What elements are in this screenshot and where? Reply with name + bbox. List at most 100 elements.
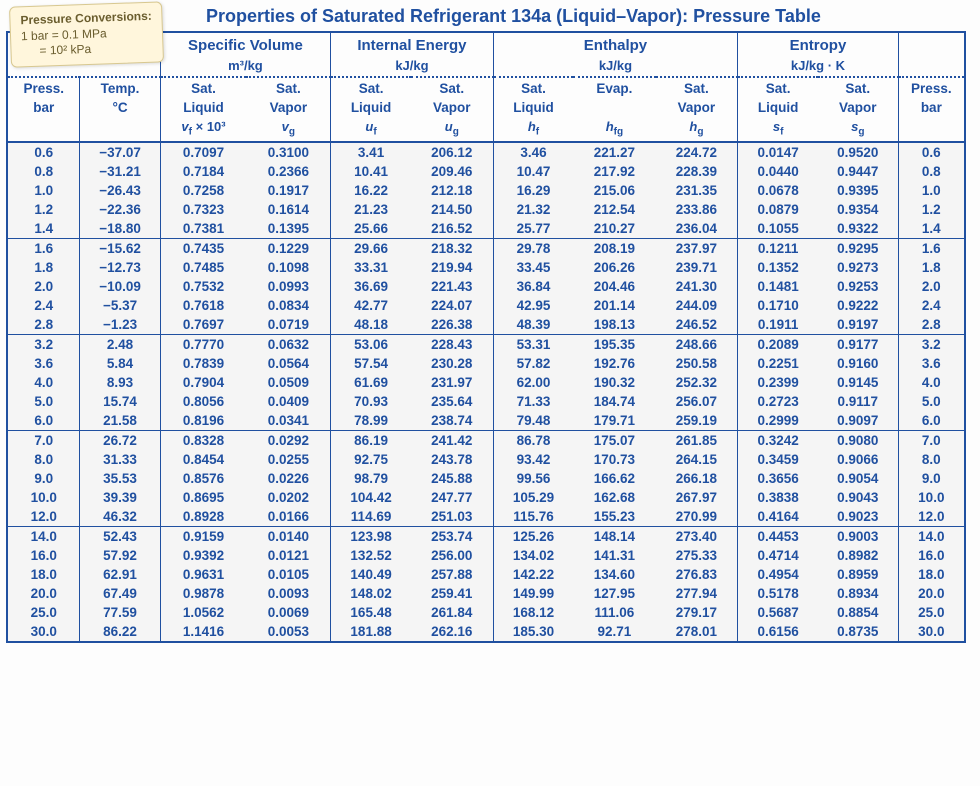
table-row: 25.077.591.05620.0069165.48261.84168.121…: [8, 603, 964, 622]
properties-table-wrap: Specific Volume Internal Energy Enthalpy…: [6, 31, 966, 643]
table-row: 18.062.910.96310.0105140.49257.88142.221…: [8, 565, 964, 584]
table-cell: 0.1395: [246, 219, 330, 239]
table-cell: 0.6: [8, 142, 80, 162]
col-press-l1: Press.: [8, 77, 80, 98]
col-uf-l1: Sat.: [331, 77, 411, 98]
table-cell: 57.92: [80, 546, 160, 565]
table-cell: 0.9160: [818, 354, 898, 373]
col-ug-l2: Vapor: [411, 98, 493, 117]
table-cell: 215.06: [573, 181, 655, 200]
table-cell: 1.6: [898, 238, 964, 258]
table-cell: 14.0: [8, 526, 80, 546]
table-cell: 1.0562: [160, 603, 246, 622]
table-cell: 30.0: [8, 622, 80, 641]
col-sg-l3: sg: [818, 117, 898, 142]
table-cell: 212.54: [573, 200, 655, 219]
table-cell: 208.19: [573, 238, 655, 258]
table-cell: 0.8928: [160, 507, 246, 527]
table-cell: 0.0993: [246, 277, 330, 296]
table-cell: 36.84: [493, 277, 573, 296]
table-cell: 5.0: [898, 392, 964, 411]
table-cell: 0.3459: [738, 450, 818, 469]
table-cell: 16.0: [898, 546, 964, 565]
table-cell: 0.0564: [246, 354, 330, 373]
table-cell: 0.0409: [246, 392, 330, 411]
table-cell: −12.73: [80, 258, 160, 277]
table-cell: 77.59: [80, 603, 160, 622]
table-cell: 264.15: [656, 450, 738, 469]
table-cell: 230.28: [411, 354, 493, 373]
table-cell: 31.33: [80, 450, 160, 469]
table-cell: 0.2089: [738, 334, 818, 354]
table-cell: 1.8: [898, 258, 964, 277]
table-cell: 61.69: [331, 373, 411, 392]
unit-enthalpy: kJ/kg: [493, 56, 738, 77]
col-press-l2: bar: [8, 98, 80, 117]
table-cell: 0.7904: [160, 373, 246, 392]
table-cell: 0.8735: [818, 622, 898, 641]
table-cell: 0.0166: [246, 507, 330, 527]
table-cell: 0.7184: [160, 162, 246, 181]
table-cell: 16.0: [8, 546, 80, 565]
table-cell: 21.32: [493, 200, 573, 219]
table-cell: 114.69: [331, 507, 411, 527]
table-cell: 256.00: [411, 546, 493, 565]
table-cell: 231.97: [411, 373, 493, 392]
table-cell: 0.1098: [246, 258, 330, 277]
table-cell: 93.42: [493, 450, 573, 469]
table-cell: 2.8: [898, 315, 964, 335]
table-cell: 0.8: [898, 162, 964, 181]
table-cell: 5.0: [8, 392, 80, 411]
table-cell: 0.0093: [246, 584, 330, 603]
unit-specific-volume: m³/kg: [160, 56, 331, 77]
table-cell: 57.82: [493, 354, 573, 373]
table-cell: 214.50: [411, 200, 493, 219]
table-cell: 0.8: [8, 162, 80, 181]
table-cell: 0.9392: [160, 546, 246, 565]
table-cell: 235.64: [411, 392, 493, 411]
table-cell: 1.2: [8, 200, 80, 219]
table-cell: 62.00: [493, 373, 573, 392]
table-cell: 0.9253: [818, 277, 898, 296]
table-cell: 57.54: [331, 354, 411, 373]
table-cell: 236.04: [656, 219, 738, 239]
table-cell: −22.36: [80, 200, 160, 219]
table-cell: 270.99: [656, 507, 738, 527]
table-cell: 1.2: [898, 200, 964, 219]
table-cell: 162.68: [573, 488, 655, 507]
table-cell: 0.4453: [738, 526, 818, 546]
table-cell: 217.92: [573, 162, 655, 181]
table-row: 9.035.530.85760.022698.79245.8899.56166.…: [8, 469, 964, 488]
table-cell: 0.8695: [160, 488, 246, 507]
group-specific-volume: Specific Volume: [160, 32, 331, 56]
col-press2-l1: Press.: [898, 77, 964, 98]
table-cell: 0.2399: [738, 373, 818, 392]
table-cell: 99.56: [493, 469, 573, 488]
table-cell: 245.88: [411, 469, 493, 488]
table-cell: 8.0: [8, 450, 80, 469]
table-cell: 25.0: [8, 603, 80, 622]
table-cell: 48.18: [331, 315, 411, 335]
table-cell: 2.0: [8, 277, 80, 296]
table-cell: 142.22: [493, 565, 573, 584]
table-cell: 132.52: [331, 546, 411, 565]
table-cell: 16.29: [493, 181, 573, 200]
table-cell: 6.0: [898, 411, 964, 431]
table-cell: 228.39: [656, 162, 738, 181]
table-cell: 0.0879: [738, 200, 818, 219]
col-temp-l3: [80, 117, 160, 142]
table-cell: 0.0226: [246, 469, 330, 488]
table-cell: 259.41: [411, 584, 493, 603]
table-row: 3.65.840.78390.056457.54230.2857.82192.7…: [8, 354, 964, 373]
table-cell: 251.03: [411, 507, 493, 527]
table-cell: 0.1481: [738, 277, 818, 296]
table-cell: 3.2: [8, 334, 80, 354]
table-cell: 16.22: [331, 181, 411, 200]
table-cell: −31.21: [80, 162, 160, 181]
table-cell: 0.1055: [738, 219, 818, 239]
table-cell: 0.9117: [818, 392, 898, 411]
group-entropy: Entropy: [738, 32, 898, 56]
col-ug-l1: Sat.: [411, 77, 493, 98]
unit-internal-energy: kJ/kg: [331, 56, 493, 77]
table-cell: 79.48: [493, 411, 573, 431]
